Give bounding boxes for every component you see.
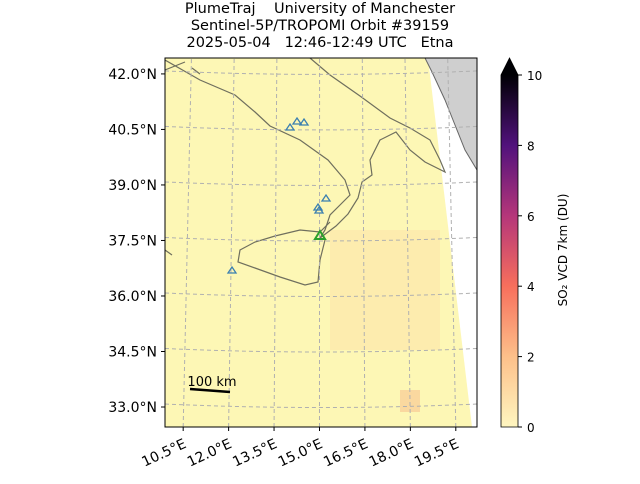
map: 100 km bbox=[165, 58, 477, 427]
colorbar-extend bbox=[501, 58, 518, 75]
colorbar-tick-label: 2 bbox=[527, 351, 535, 365]
so2-signal bbox=[400, 390, 420, 412]
colorbar-tick-label: 8 bbox=[527, 139, 535, 153]
lat-tick-label: 33.0°N bbox=[108, 400, 157, 416]
lat-tick-label: 39.0°N bbox=[108, 178, 157, 194]
colorbar-label: SO₂ VCD 7km (DU) bbox=[556, 194, 570, 307]
lon-tick-label: 10.5°E bbox=[139, 436, 188, 470]
scale-bar-label: 100 km bbox=[187, 375, 236, 390]
lat-tick-label: 42.0°N bbox=[108, 67, 157, 83]
colorbar bbox=[501, 75, 518, 427]
lat-tick-label: 34.5°N bbox=[108, 344, 157, 360]
colorbar-tick-label: 6 bbox=[527, 210, 535, 224]
lon-tick-label: 15.0°E bbox=[276, 436, 325, 470]
lat-tick-label: 36.0°N bbox=[108, 289, 157, 305]
title-line: PlumeTraj University of Manchester bbox=[185, 1, 455, 17]
lon-tick-label: 12.0°E bbox=[185, 436, 234, 470]
title-line: 2025-05-04 12:46-12:49 UTC Etna bbox=[186, 35, 453, 51]
lon-tick-label: 16.5°E bbox=[321, 436, 370, 470]
so2-signal bbox=[330, 230, 440, 350]
lat-tick-label: 37.5°N bbox=[108, 233, 157, 249]
lat-tick-label: 40.5°N bbox=[108, 122, 157, 138]
lon-tick-label: 13.5°E bbox=[230, 436, 279, 470]
colorbar-tick-label: 10 bbox=[527, 69, 542, 83]
colorbar-tick-label: 4 bbox=[527, 280, 535, 294]
colorbar-tick-label: 0 bbox=[527, 421, 535, 435]
lon-tick-label: 19.5°E bbox=[412, 436, 461, 470]
title-line: Sentinel-5P/TROPOMI Orbit #39159 bbox=[191, 18, 449, 34]
lon-tick-label: 18.0°E bbox=[367, 436, 416, 470]
